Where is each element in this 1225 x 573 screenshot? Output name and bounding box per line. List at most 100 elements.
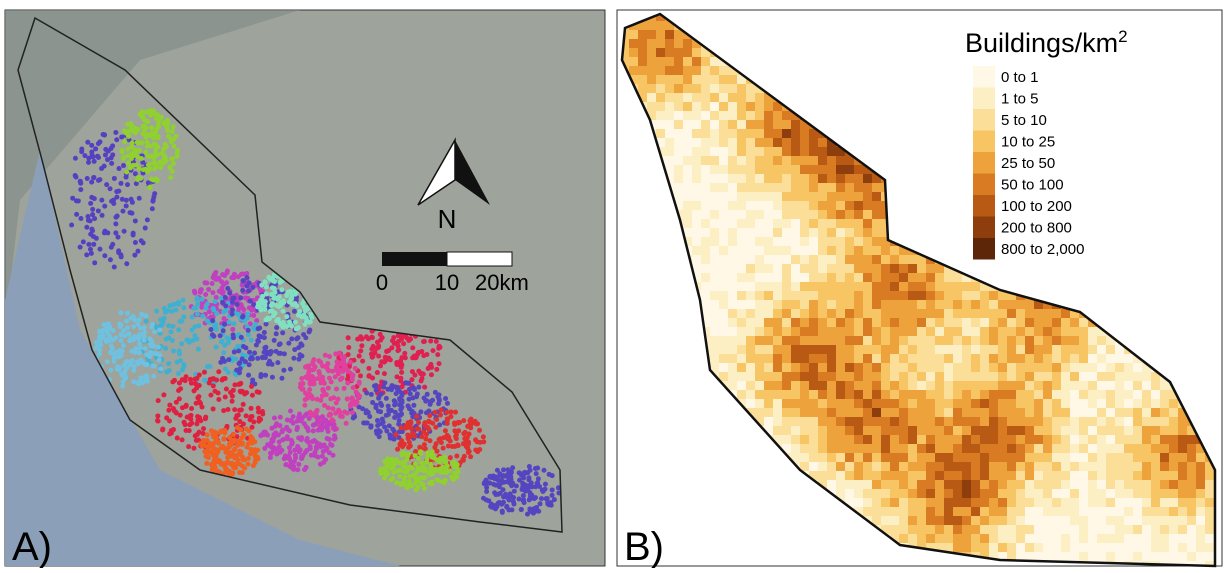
density-cell [890, 363, 899, 372]
cluster-point [112, 356, 117, 361]
density-cell [818, 219, 827, 228]
density-cell [926, 525, 935, 534]
cluster-point [512, 489, 517, 494]
density-cell [989, 372, 998, 381]
cluster-point [443, 460, 448, 465]
density-cell [971, 471, 980, 480]
cluster-point [315, 455, 320, 460]
density-cell [944, 444, 953, 453]
cluster-point [133, 350, 138, 355]
density-cell [818, 435, 827, 444]
density-cell [989, 327, 998, 336]
cluster-point [316, 369, 321, 374]
density-cell [746, 264, 755, 273]
density-cell [1016, 300, 1025, 309]
cluster-point [117, 365, 122, 370]
cluster-point [545, 496, 550, 501]
density-cell [1097, 336, 1106, 345]
density-cell [953, 444, 962, 453]
cluster-point [255, 389, 260, 394]
density-cell [1106, 453, 1115, 462]
cluster-point [484, 489, 489, 494]
cluster-point [233, 357, 238, 362]
cluster-point [213, 299, 218, 304]
density-cell [818, 201, 827, 210]
density-cell [782, 147, 791, 156]
cluster-point [133, 130, 138, 135]
density-cell [773, 408, 782, 417]
density-cell [1043, 381, 1052, 390]
cluster-point [246, 373, 251, 378]
density-cell [989, 462, 998, 471]
cluster-point [210, 281, 215, 286]
density-cell [683, 111, 692, 120]
density-cell [1088, 435, 1097, 444]
cluster-point [477, 428, 482, 433]
density-cell [827, 273, 836, 282]
cluster-point [343, 365, 348, 370]
cluster-point [350, 374, 355, 379]
density-cell [845, 246, 854, 255]
density-cell [962, 426, 971, 435]
density-cell [863, 246, 872, 255]
density-cell [773, 246, 782, 255]
density-cell [863, 399, 872, 408]
density-cell [989, 480, 998, 489]
density-cell [1070, 444, 1079, 453]
density-cell [638, 39, 647, 48]
density-cell [656, 129, 665, 138]
density-cell [863, 471, 872, 480]
density-cell [872, 399, 881, 408]
cluster-point [239, 335, 244, 340]
density-cell [1043, 417, 1052, 426]
density-cell [935, 381, 944, 390]
density-cell [791, 201, 800, 210]
density-cell [998, 507, 1007, 516]
cluster-point [221, 445, 226, 450]
cluster-point [430, 398, 435, 403]
density-cell [890, 390, 899, 399]
density-cell [872, 354, 881, 363]
cluster-point [223, 428, 228, 433]
density-cell [629, 48, 638, 57]
density-cell [782, 219, 791, 228]
density-cell [881, 462, 890, 471]
cluster-point [296, 462, 301, 467]
density-cell [701, 147, 710, 156]
cluster-point [358, 348, 363, 353]
density-cell [998, 381, 1007, 390]
density-cell [773, 174, 782, 183]
density-cell [1043, 354, 1052, 363]
density-cell [989, 309, 998, 318]
density-cell [791, 444, 800, 453]
cluster-point [421, 475, 426, 480]
density-cell [818, 210, 827, 219]
cluster-point [136, 249, 141, 254]
density-cell [1034, 543, 1043, 552]
density-cell [1106, 534, 1115, 543]
cluster-point [422, 420, 427, 425]
density-cell [1106, 516, 1115, 525]
density-cell [980, 444, 989, 453]
cluster-point [156, 122, 161, 127]
cluster-point [312, 450, 317, 455]
density-cell [773, 192, 782, 201]
density-cell [656, 57, 665, 66]
cluster-point [164, 144, 169, 149]
density-cell [800, 255, 809, 264]
density-cell [872, 507, 881, 516]
density-cell [800, 363, 809, 372]
density-cell [1124, 444, 1133, 453]
density-cell [953, 480, 962, 489]
cluster-point [305, 436, 310, 441]
cluster-point [451, 462, 456, 467]
density-cell [917, 471, 926, 480]
density-cell [836, 363, 845, 372]
density-cell [1016, 390, 1025, 399]
cluster-point [505, 467, 510, 472]
density-cell [746, 156, 755, 165]
cluster-point [124, 169, 129, 174]
cluster-point [108, 257, 113, 262]
density-cell [917, 498, 926, 507]
density-cell [827, 327, 836, 336]
